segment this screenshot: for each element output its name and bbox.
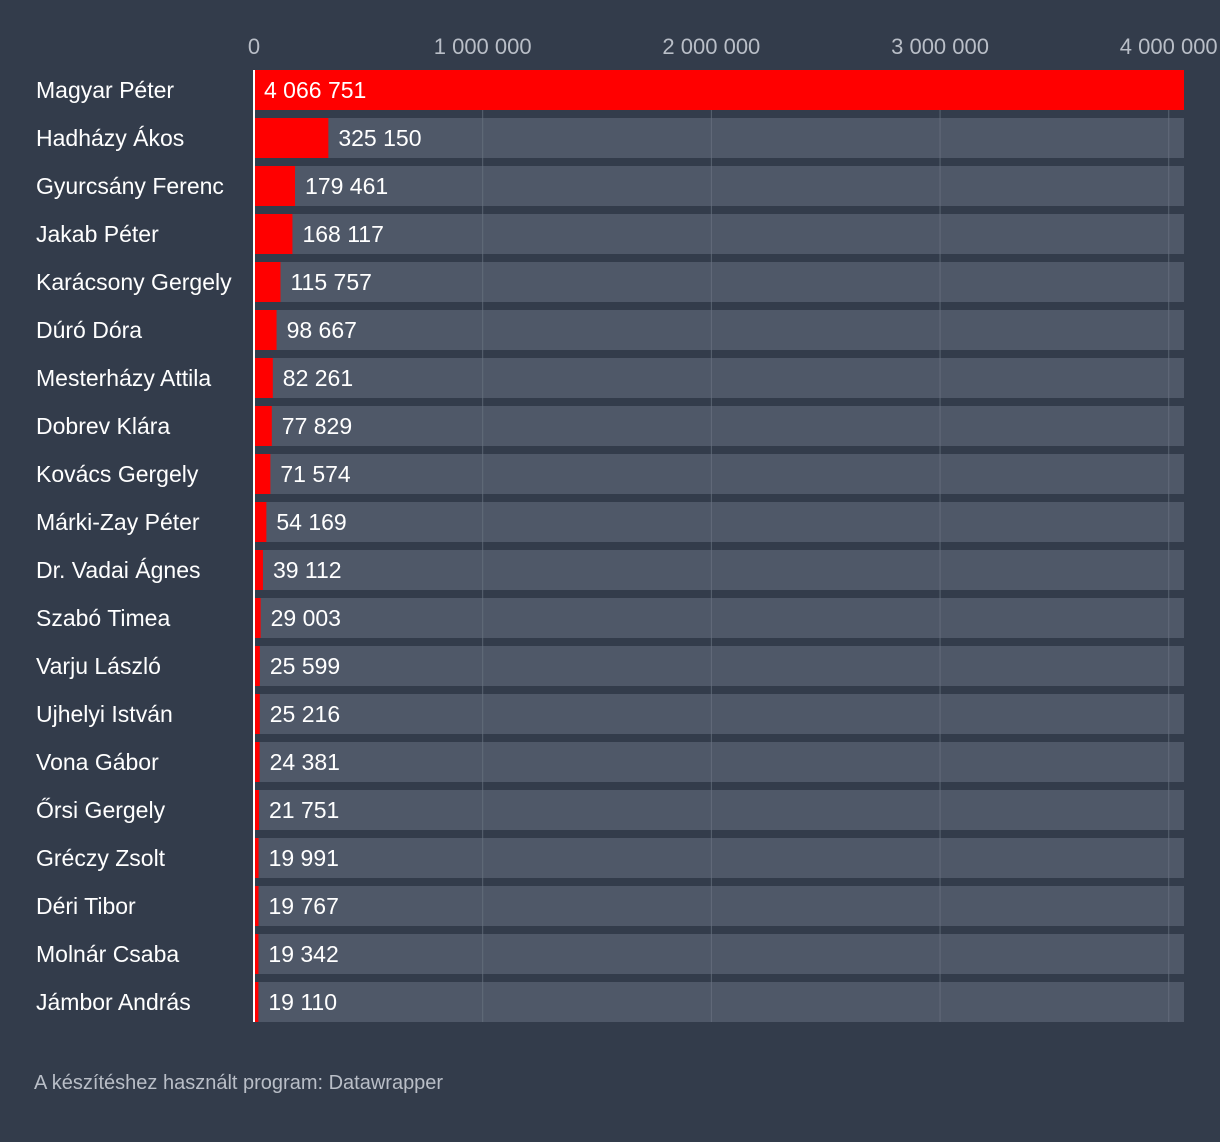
value-label: 21 751 xyxy=(269,797,339,823)
bar xyxy=(254,886,259,926)
bars xyxy=(254,70,1184,1022)
bar xyxy=(254,598,261,638)
bar-track xyxy=(254,406,1184,446)
bar xyxy=(254,406,272,446)
bar xyxy=(254,694,260,734)
category-label: Déri Tibor xyxy=(36,893,136,919)
value-label: 82 261 xyxy=(283,365,353,391)
value-label: 325 150 xyxy=(338,125,421,151)
category-label: Őrsi Gergely xyxy=(36,797,166,823)
category-label: Hadházy Ákos xyxy=(36,125,184,151)
bar-track xyxy=(254,310,1184,350)
category-label: Ujhelyi István xyxy=(36,701,173,727)
bar-track xyxy=(254,646,1184,686)
bar-track xyxy=(254,118,1184,158)
category-label: Dúró Dóra xyxy=(36,317,142,343)
category-label: Dobrev Klára xyxy=(36,413,170,439)
category-label: Jakab Péter xyxy=(36,221,159,247)
bar-track xyxy=(254,214,1184,254)
category-label: Dr. Vadai Ágnes xyxy=(36,557,201,583)
bar xyxy=(254,550,263,590)
value-label: 25 599 xyxy=(270,653,340,679)
x-tick-label: 3 000 000 xyxy=(891,34,989,59)
x-tick-label: 2 000 000 xyxy=(662,34,760,59)
value-label: 25 216 xyxy=(270,701,340,727)
bar-track xyxy=(254,742,1184,782)
category-label: Kovács Gergely xyxy=(36,461,199,487)
bar xyxy=(254,790,259,830)
category-label: Gréczy Zsolt xyxy=(36,845,166,871)
bar-track xyxy=(254,358,1184,398)
value-label: 19 110 xyxy=(268,989,337,1015)
bar-track xyxy=(254,790,1184,830)
bar xyxy=(254,262,281,302)
bar-track xyxy=(254,934,1184,974)
bar xyxy=(254,742,260,782)
value-label: 19 991 xyxy=(269,845,339,871)
category-label: Varju László xyxy=(36,653,161,679)
x-axis-tick-labels: 0 1 000 000 2 000 000 3 000 000 4 000 000 xyxy=(248,34,1218,59)
bar-track xyxy=(254,262,1184,302)
bar xyxy=(254,502,267,542)
bar-tracks xyxy=(254,70,1184,1022)
bar xyxy=(254,358,273,398)
bar-track xyxy=(254,166,1184,206)
bar-track xyxy=(254,982,1184,1022)
value-label: 77 829 xyxy=(282,413,352,439)
x-tick-label: 0 xyxy=(248,34,260,59)
category-label: Vona Gábor xyxy=(36,749,159,775)
bar-track xyxy=(254,550,1184,590)
x-tick-label: 4 000 000 xyxy=(1120,34,1218,59)
value-label: 4 066 751 xyxy=(264,77,366,103)
value-label: 19 342 xyxy=(268,941,338,967)
category-labels: Magyar Péter Hadházy Ákos Gyurcsány Ferenc… xyxy=(36,77,232,1015)
category-label: Mesterházy Attila xyxy=(36,365,211,391)
value-label: 71 574 xyxy=(280,461,351,487)
bar xyxy=(254,166,296,206)
bar xyxy=(254,310,277,350)
bar-track xyxy=(254,502,1184,542)
gridlines xyxy=(482,70,1170,1022)
x-tick-label: 1 000 000 xyxy=(434,34,532,59)
bar xyxy=(254,214,293,254)
value-label: 39 112 xyxy=(273,557,342,583)
value-label: 168 117 xyxy=(302,221,383,247)
bar-track xyxy=(254,454,1184,494)
bar-track xyxy=(254,694,1184,734)
category-label: Karácsony Gergely xyxy=(36,269,232,295)
bar xyxy=(254,70,1184,110)
value-label: 19 767 xyxy=(269,893,339,919)
value-labels: 4 066 751 325 150 179 461 168 117 115 757 98 … xyxy=(264,77,421,1015)
bar xyxy=(254,982,259,1022)
bar xyxy=(254,934,259,974)
bar-track xyxy=(254,598,1184,638)
value-label: 179 461 xyxy=(305,173,388,199)
source-note: A készítéshez használt program: Datawrap… xyxy=(34,1072,444,1094)
value-label: 54 169 xyxy=(276,509,346,535)
category-label: Jámbor András xyxy=(36,989,191,1015)
bar xyxy=(254,838,259,878)
value-label: 98 667 xyxy=(287,317,357,343)
category-label: Gyurcsány Ferenc xyxy=(36,173,224,199)
category-label: Szabó Timea xyxy=(36,605,170,631)
value-label: 29 003 xyxy=(271,605,341,631)
bar xyxy=(254,454,271,494)
bar-track xyxy=(254,886,1184,926)
category-label: Molnár Csaba xyxy=(36,941,179,967)
value-label: 24 381 xyxy=(270,749,340,775)
value-label: 115 757 xyxy=(290,269,371,295)
bar-track xyxy=(254,838,1184,878)
bar xyxy=(254,646,260,686)
category-label: Márki-Zay Péter xyxy=(36,509,200,535)
category-label: Magyar Péter xyxy=(36,77,174,103)
bar xyxy=(254,118,329,158)
